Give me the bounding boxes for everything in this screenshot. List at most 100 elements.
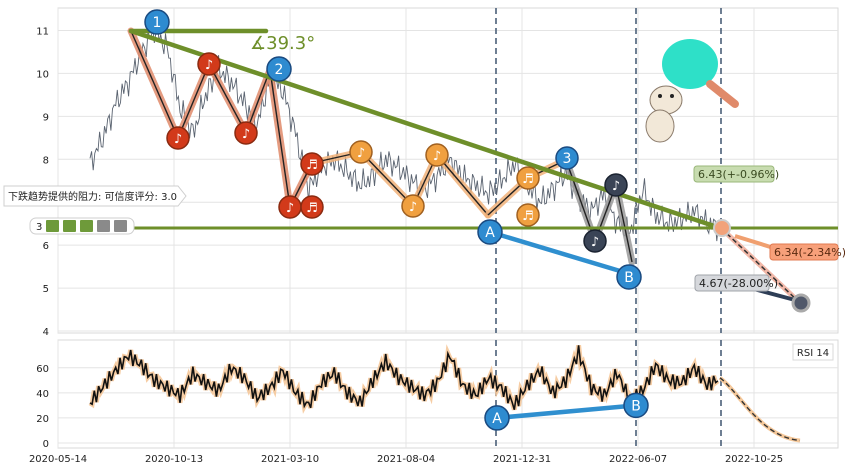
- point-marker-a: A: [477, 219, 503, 245]
- forecast-label-1-bg: [693, 165, 775, 183]
- rsi-forecast-line: [719, 377, 801, 442]
- music-note-icon-circle: [516, 203, 540, 227]
- x-tick-label: 2022-10-25: [725, 454, 783, 465]
- point-marker-2-label: 2: [275, 62, 284, 78]
- music-note-icon-icon: ♬: [522, 209, 534, 224]
- music-note-icon-circle: [166, 126, 190, 150]
- music-note-icon-icon: ♪: [433, 149, 441, 164]
- resistance-callout: 下跌趋势提供的阻力: 可信度评分: 3.0: [3, 185, 187, 207]
- price-y-tick-label: 9: [43, 112, 49, 123]
- music-note-icon-circle: [349, 140, 373, 164]
- music-note-icon-circle: [234, 121, 258, 145]
- point-marker-a-circle: [477, 219, 503, 245]
- x-tick-label: 2021-03-10: [261, 454, 319, 465]
- pug-head: [649, 85, 683, 115]
- price-y-tick-label: 10: [36, 69, 49, 80]
- music-note-icon-icon: ♪: [409, 200, 417, 215]
- paddle-handle: [706, 80, 739, 108]
- pattern-segment-core: [130, 30, 179, 139]
- rating-star-icon: [114, 220, 127, 232]
- price-panel: 4567891011∡39.3°6.43(+-0.96%)6.34(-2.34%…: [3, 7, 845, 338]
- point-marker-b-label: B: [624, 270, 634, 286]
- rsi-y-tick-label: 60: [36, 364, 49, 375]
- forecast-label-3-bg: [694, 274, 770, 292]
- point-marker-3-circle: [555, 146, 579, 170]
- point-marker-3-label: 3: [563, 151, 572, 167]
- music-note-icon-circle: [197, 52, 221, 76]
- x-tick-label: 2021-12-31: [493, 454, 551, 465]
- music-note-icon-icon: ♪: [357, 146, 365, 161]
- resistance-callout-bg: [3, 185, 187, 207]
- rating-badge-text: 3: [36, 222, 42, 233]
- music-note-icon-icon: ♬: [522, 172, 534, 187]
- point-marker-b-circle: [616, 264, 642, 290]
- rsi-legend-text: RSI 14: [797, 348, 829, 359]
- rsi-marker-b-label: B: [631, 398, 641, 414]
- pattern-segment-core: [269, 69, 291, 208]
- music-note-icon-icon: ♪: [612, 179, 620, 194]
- music-note-icon: ♪: [401, 194, 425, 218]
- pattern-segment-core: [177, 63, 210, 139]
- pattern-segment-core: [360, 151, 414, 207]
- music-note-icon-icon: ♪: [242, 127, 250, 142]
- pattern-segment-core: [615, 184, 633, 263]
- point-marker-1: 1: [144, 9, 170, 35]
- music-note-icon-circle: [604, 173, 628, 197]
- music-note-icon: ♬: [300, 152, 324, 176]
- music-note-icon-circle: [300, 195, 324, 219]
- rsi-marker-a-circle: [484, 405, 510, 431]
- point-marker-b: B: [616, 264, 642, 290]
- forecast-label-2: 6.34(-2.34%): [769, 243, 845, 261]
- music-note-icon-circle: [401, 194, 425, 218]
- rsi-y-tick-label: 20: [36, 414, 49, 425]
- rsi-legend-bg: [792, 343, 834, 361]
- music-note-icon-icon: ♪: [174, 132, 182, 147]
- ab-trendline: [487, 229, 633, 277]
- music-note-icon: ♬: [300, 195, 324, 219]
- rsi-marker-a: A: [484, 405, 510, 431]
- music-note-icon-circle: [425, 143, 449, 167]
- paddle-head: [662, 39, 718, 89]
- pug-body: [645, 109, 675, 143]
- price-y-tick-label: 4: [43, 327, 49, 338]
- forecast-end-marker: [791, 293, 811, 313]
- point-marker-3: 3: [555, 146, 579, 170]
- pattern-segment-core: [208, 63, 247, 134]
- music-note-icon: ♪: [583, 229, 607, 253]
- rating-star-icon: [63, 220, 76, 232]
- rsi-line: [89, 345, 719, 410]
- music-note-icon-circle: [516, 166, 540, 190]
- forecast-label-3-text: 4.67(-28.00%): [699, 277, 778, 290]
- point-marker-1-label: 1: [153, 15, 162, 31]
- pug-eye: [670, 94, 674, 98]
- pattern-segment-core: [436, 154, 489, 216]
- music-note-icon: ♬: [516, 203, 540, 227]
- forecast-label-2-text: 6.34(-2.34%): [774, 246, 845, 259]
- forecast-label-2-bg: [769, 243, 839, 261]
- music-note-icon-icon: ♪: [591, 235, 599, 250]
- music-note-icon-circle: [583, 229, 607, 253]
- music-note-icon: ♪: [278, 195, 302, 219]
- resistance-callout-text: 下跌趋势提供的阻力: 可信度评分: 3.0: [8, 190, 177, 203]
- pug-eye: [658, 94, 662, 98]
- rsi-marker-a-label: A: [492, 411, 502, 427]
- point-marker-a-label: A: [485, 225, 495, 241]
- music-note-icon: ♪: [197, 52, 221, 76]
- price-y-tick-label: 8: [43, 155, 49, 166]
- price-y-tick-label: 5: [43, 284, 49, 295]
- point-marker-2: 2: [266, 56, 292, 82]
- price-y-tick-label: 6: [43, 241, 49, 252]
- price-line: [89, 23, 719, 242]
- music-note-icon: ♪: [425, 143, 449, 167]
- music-note-icon-icon: ♬: [306, 201, 318, 216]
- music-note-icon: ♪: [234, 121, 258, 145]
- forecast-label-3: 4.67(-28.00%): [694, 274, 778, 292]
- music-note-icon: ♪: [604, 173, 628, 197]
- x-tick-label: 2020-10-13: [145, 454, 203, 465]
- music-note-icon-icon: ♪: [286, 201, 294, 216]
- music-note-icon-circle: [300, 152, 324, 176]
- point-marker-2-circle: [266, 56, 292, 82]
- forecast-label-1: 6.43(+-0.96%): [693, 165, 779, 183]
- rsi-y-tick-label: 40: [36, 389, 49, 400]
